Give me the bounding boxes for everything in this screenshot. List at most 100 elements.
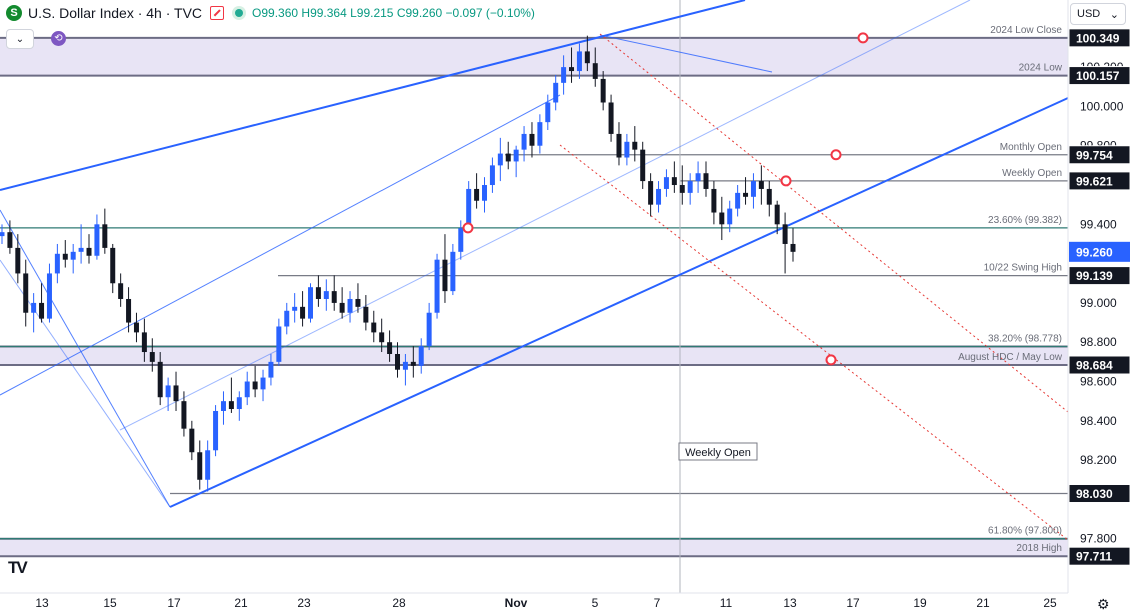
price-level-tag [1068, 266, 1131, 286]
candle-body [569, 67, 575, 72]
candle-body [735, 192, 741, 209]
symbol-title[interactable]: U.S. Dollar Index · 4h · TVC [28, 5, 203, 21]
candle-body [624, 141, 630, 158]
time-tick-label: 15 [103, 596, 117, 610]
zone-band [0, 37, 1068, 76]
time-tick-label: 17 [846, 596, 860, 610]
chevron-down-icon: ⌄ [1109, 8, 1119, 21]
candle-body [331, 291, 337, 303]
candle-body [236, 397, 242, 410]
red-circle-marker [825, 354, 837, 366]
price-level-tag [1068, 484, 1131, 504]
candle-body [521, 133, 527, 150]
price-axis[interactable]: 100.200100.00099.80099.40099.00098.80098… [1067, 0, 1131, 613]
time-tick-label: 13 [783, 596, 797, 610]
price-level-tag [1068, 28, 1131, 48]
time-tick-label: 19 [913, 596, 927, 610]
candle-body [205, 450, 211, 480]
candle-body [323, 291, 329, 299]
candle-body [513, 149, 519, 162]
zone-band [0, 538, 1068, 557]
currency-selector[interactable]: USD ⌄ [1070, 3, 1126, 25]
price-level-tag [1068, 355, 1131, 375]
descending-channel-upper [599, 33, 1069, 413]
descending-channel-lower [559, 144, 1069, 541]
red-circle-marker [830, 149, 842, 161]
candle-body [743, 192, 749, 197]
level-annotation: 2024 Low Close [990, 25, 1062, 36]
candle-body [355, 298, 361, 307]
time-tick-label: 28 [392, 596, 406, 610]
candle-body [300, 306, 306, 319]
candle-body [576, 51, 582, 72]
candle-body [157, 361, 163, 398]
candle-body [62, 253, 68, 260]
candle-body [711, 188, 717, 213]
level-annotation: 23.60% (99.382) [988, 215, 1062, 226]
candle-body [474, 188, 480, 201]
time-axis-bg [0, 593, 1068, 613]
flag-icon[interactable] [210, 6, 225, 20]
candle-body [252, 381, 258, 390]
candle-body [648, 181, 654, 205]
level-annotation: 38.20% (98.778) [988, 334, 1062, 345]
level-annotation: 61.80% (97.800) [988, 526, 1062, 537]
candle-body [197, 452, 203, 480]
collapse-legend-button[interactable]: ⌄ [6, 29, 34, 49]
candle-body [347, 298, 353, 313]
price-level-tag-text: 100.157 [1076, 69, 1120, 83]
resistance-trendline [599, 34, 773, 73]
candlestick-series [0, 35, 796, 492]
candle-body [165, 385, 171, 398]
pitchfork-handle [0, 209, 171, 508]
candle-body [78, 247, 84, 252]
candle-body [276, 326, 282, 362]
candle-body [656, 188, 662, 205]
price-level-tag-text: 99.139 [1076, 269, 1113, 283]
sync-icon[interactable]: ⟲ [51, 31, 66, 46]
candle-body [268, 361, 274, 378]
pitchfork-handle-2 [0, 259, 171, 508]
candle-body [70, 251, 76, 260]
candle-body [363, 306, 369, 323]
level-annotation: 2024 Low [1019, 63, 1063, 74]
price-tick-label: 99.400 [1080, 217, 1117, 231]
time-tick-label: 13 [35, 596, 49, 610]
candle-body [687, 181, 693, 193]
price-level-tag-text: 99.754 [1076, 148, 1113, 162]
candle-body [23, 273, 29, 313]
zone-band [0, 346, 1068, 366]
price-axis-bg [1068, 0, 1131, 613]
candle-body [110, 247, 116, 284]
price-tick-label: 98.800 [1080, 335, 1117, 349]
candle-body [505, 153, 511, 162]
candle-body [671, 177, 677, 186]
candle-body [616, 133, 622, 158]
candle-body [758, 181, 764, 189]
time-tick-label: 23 [297, 596, 311, 610]
candle-body [466, 188, 472, 229]
vertical-line-label: Weekly Open [678, 442, 758, 461]
time-tick-label: Nov [505, 596, 528, 610]
candle-body [7, 232, 13, 248]
red-circle-marker [780, 175, 792, 187]
price-level-tag [1068, 171, 1131, 191]
level-annotation: Monthly Open [1000, 142, 1062, 153]
time-axis[interactable]: 13 15 17 21 23 28 Nov 5 7 11 13 17 19 21 25 [0, 592, 1068, 613]
price-tick-label: 98.600 [1080, 375, 1117, 389]
candle-body [719, 212, 725, 225]
tradingview-logo[interactable]: TV [8, 558, 28, 577]
price-level-tag [1068, 66, 1131, 86]
time-tick-label: 5 [592, 596, 599, 610]
time-tick-label: 17 [167, 596, 181, 610]
pitchfork-upper-line [0, 0, 746, 191]
candle-body [458, 228, 464, 252]
candle-body [133, 322, 139, 333]
vertical-label-box [678, 442, 758, 461]
red-circle-markers [462, 32, 869, 366]
candle-body [126, 298, 132, 323]
price-tick-label: 99.000 [1080, 296, 1117, 310]
price-tick-label: 100.000 [1080, 99, 1124, 113]
gear-icon[interactable]: ⚙ [1097, 596, 1110, 612]
